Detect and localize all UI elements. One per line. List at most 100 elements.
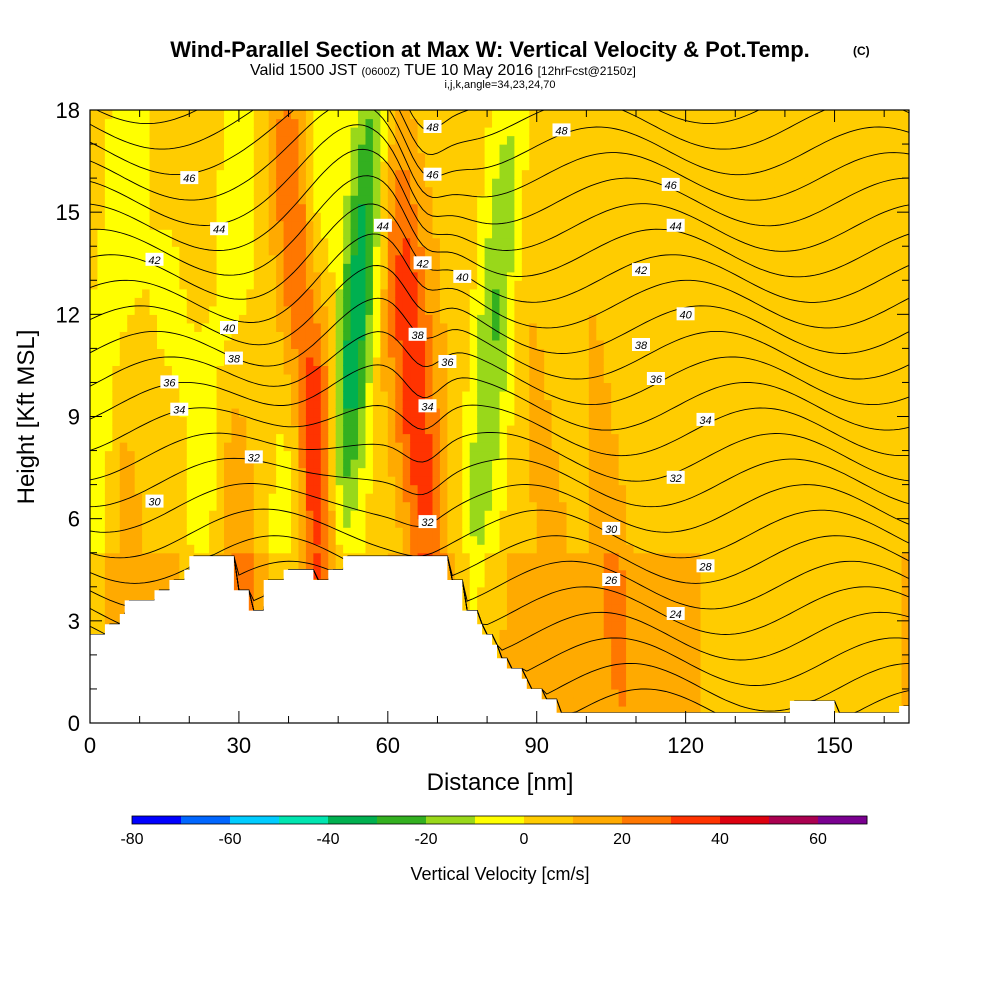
field-cell [201,535,210,545]
field-cell [566,322,575,332]
field-cell [588,382,597,392]
field-cell [216,161,225,171]
field-cell [536,382,545,392]
field-cell [506,442,515,452]
field-cell [134,203,143,213]
field-cell [119,399,128,409]
field-cell [149,169,158,179]
field-cell [298,518,307,528]
field-cell [365,186,374,196]
field-cell [149,544,158,554]
field-cell [112,203,121,213]
field-cell [104,212,113,222]
field-cell [90,195,99,205]
field-cell [387,152,396,162]
field-cell [499,442,508,452]
field-cell [291,561,300,571]
field-cell [164,442,173,452]
field-cell [194,459,203,469]
field-cell [97,195,106,205]
field-cell [588,254,597,264]
field-cell [157,135,166,145]
field-cell [506,288,515,298]
field-cell [298,135,307,145]
field-cell [395,322,404,332]
field-cell [253,459,262,469]
field-cell [573,229,582,239]
field-cell [209,501,218,511]
field-cell [425,348,434,358]
field-cell [387,161,396,171]
field-cell [134,161,143,171]
field-cell [447,246,456,256]
field-cell [499,203,508,213]
field-cell [410,433,419,443]
field-cell [559,229,568,239]
field-cell [492,629,501,639]
field-cell [149,195,158,205]
field-cell [432,254,441,264]
field-cell [238,110,247,120]
field-cell [454,484,463,494]
field-cell [529,390,538,401]
field-cell [596,263,605,273]
field-cell [268,263,277,273]
field-cell [499,552,508,562]
field-cell [320,510,329,520]
field-cell [506,663,515,673]
field-cell [484,186,493,196]
field-cell [380,144,389,154]
field-cell [514,561,523,571]
field-cell [134,237,143,247]
field-cell [551,212,560,222]
field-cell [581,663,590,673]
field-cell [402,442,411,452]
field-cell [596,697,605,707]
field-cell [544,416,553,426]
field-cell [514,425,523,435]
field-cell [447,493,456,503]
field-cell [499,510,508,520]
field-cell [477,246,486,256]
field-cell [343,493,352,503]
field-cell [283,152,292,162]
field-cell [551,263,560,273]
field-cell [380,484,389,494]
field-cell [112,169,121,179]
field-cell [521,603,530,613]
field-cell [588,237,597,247]
field-cell [410,476,419,486]
field-cell [209,442,218,452]
field-cell [588,433,597,443]
field-cell [186,203,195,213]
field-cell [238,339,247,349]
field-cell [529,229,538,239]
field-cell [112,356,121,367]
field-cell [134,314,143,324]
field-cell [305,169,314,179]
field-cell [291,476,300,486]
field-cell [186,450,195,460]
field-cell [201,365,210,375]
field-cell [186,297,195,307]
field-cell [521,484,530,494]
field-cell [372,416,381,426]
field-cell [425,442,434,452]
field-cell [588,646,597,656]
field-cell [447,527,456,537]
field-cell [350,152,359,162]
field-cell [566,254,575,264]
field-cell [358,178,367,188]
field-cell [350,339,359,349]
field-cell [566,688,575,699]
field-cell [529,578,538,588]
field-cell [395,339,404,349]
field-cell [469,254,478,264]
field-cell [268,569,277,579]
field-cell [529,314,538,324]
field-cell [358,493,367,503]
field-cell [194,535,203,545]
field-cell [224,135,233,145]
field-cell [387,135,396,145]
field-cell [142,144,151,154]
